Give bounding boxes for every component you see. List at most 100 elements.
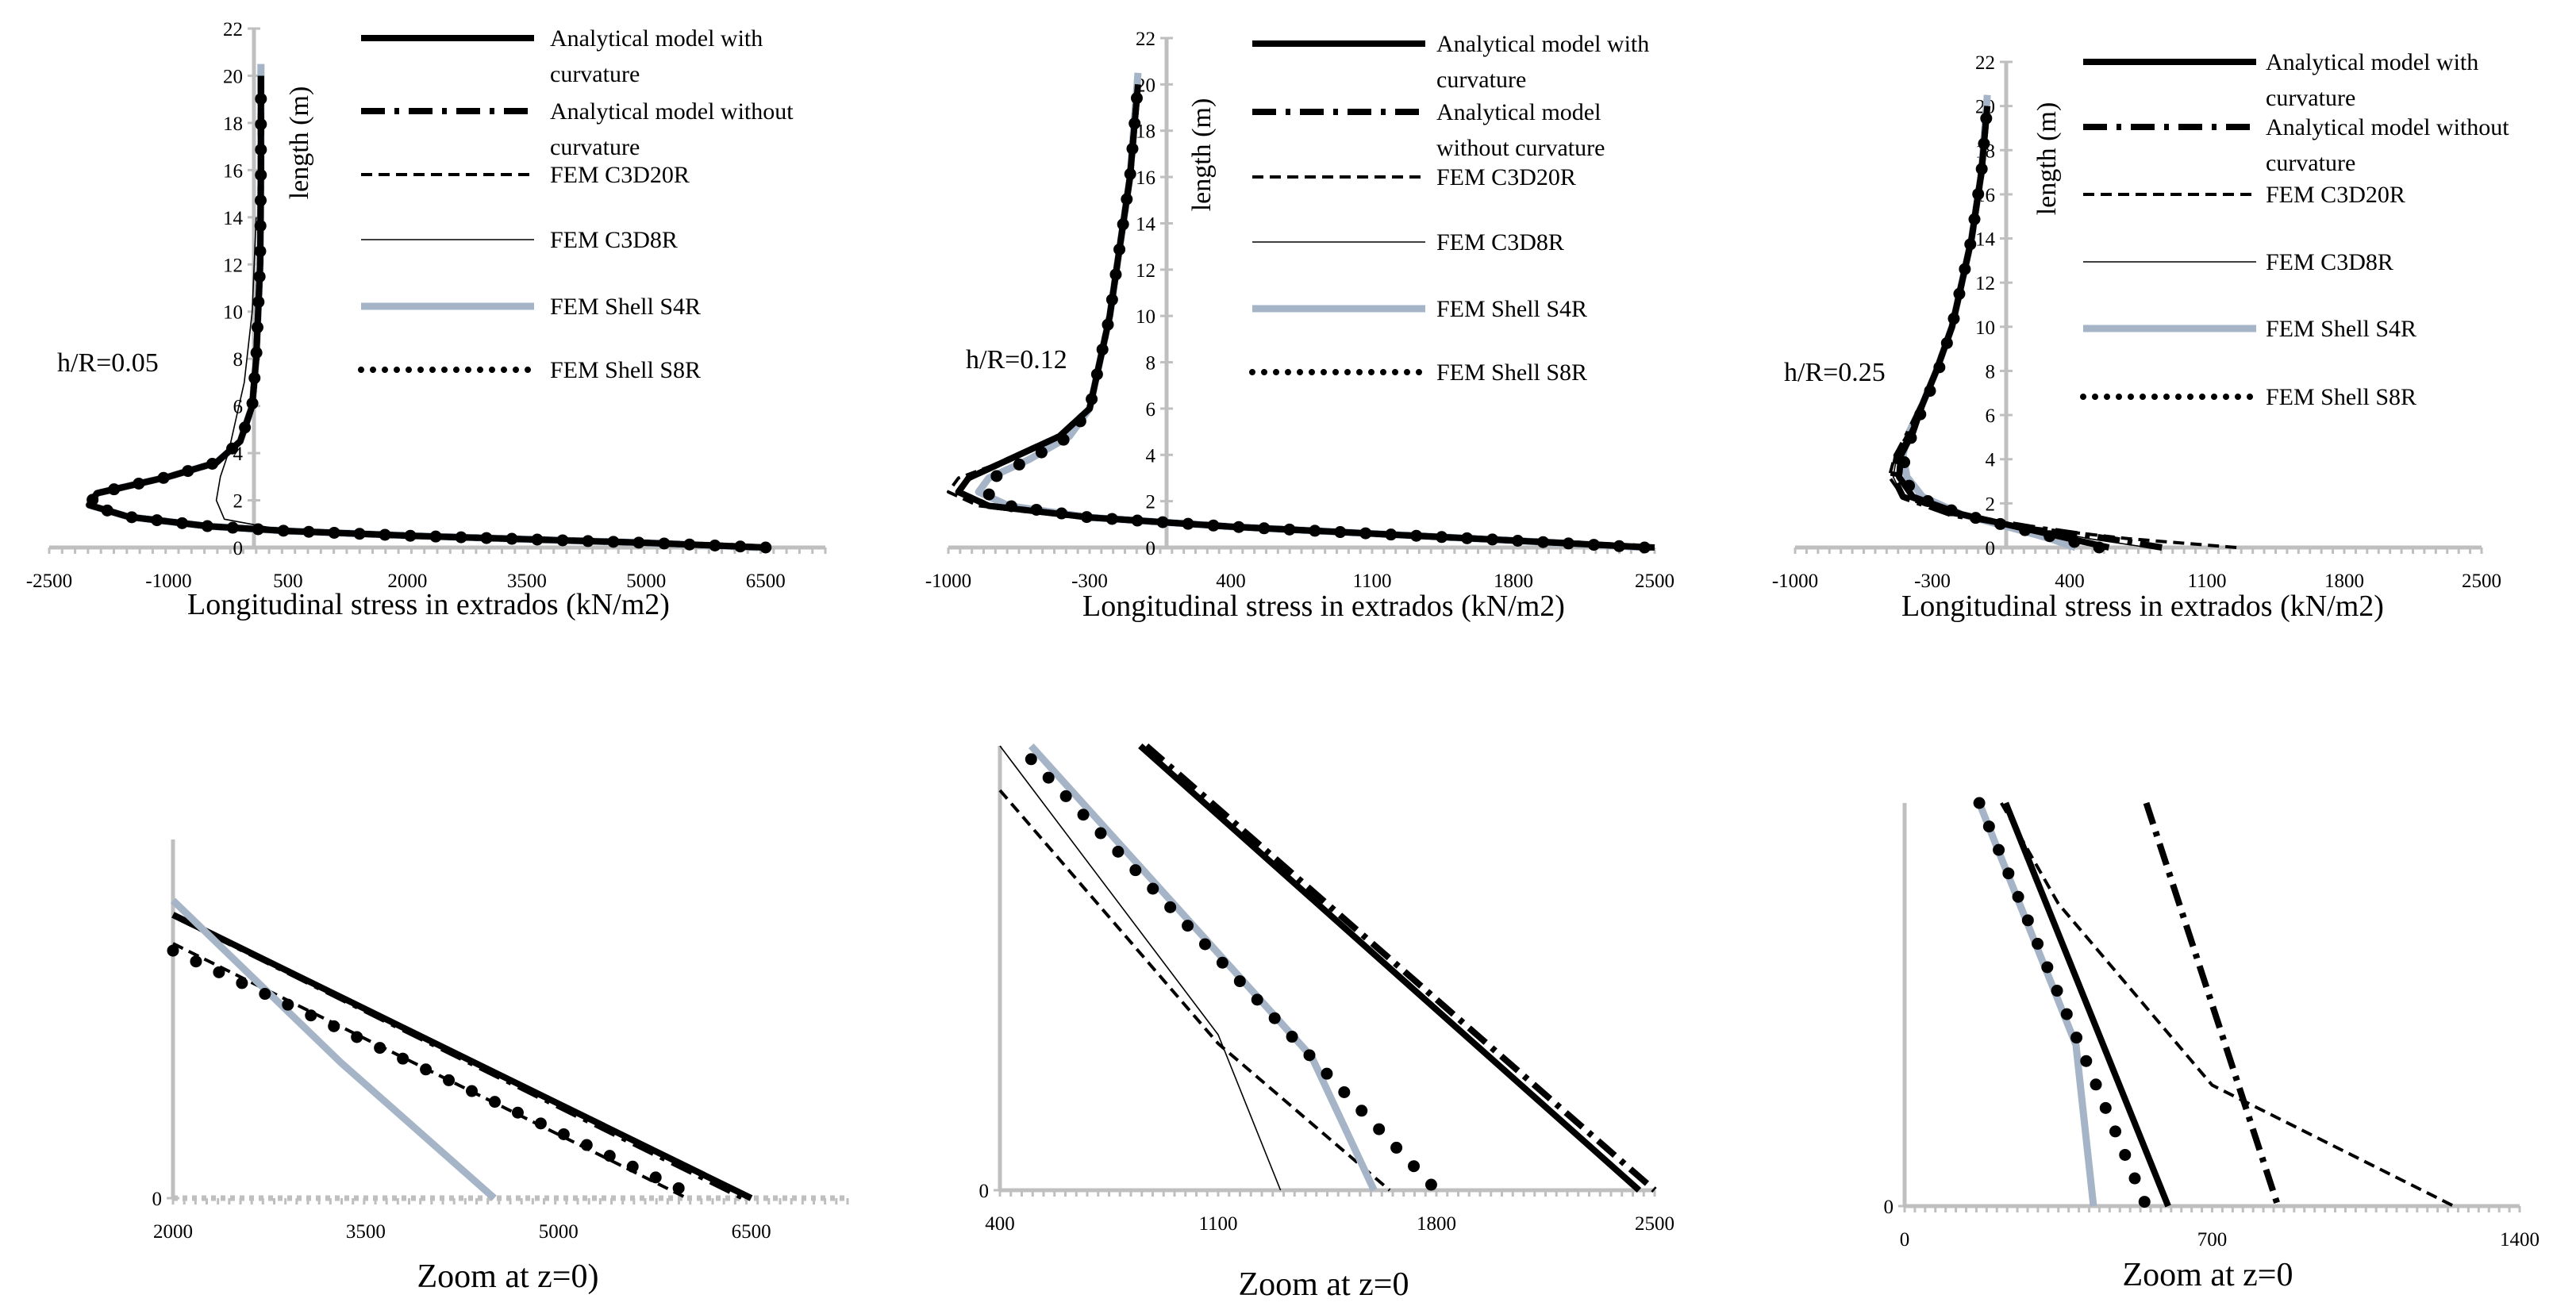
legend-label: FEM C3D8R bbox=[1436, 229, 1564, 256]
y-tick-label: 16 bbox=[223, 160, 243, 182]
x-tick-label: 6500 bbox=[746, 571, 786, 592]
legend-label: curvature bbox=[2266, 150, 2355, 176]
x-tick-label: -300 bbox=[1071, 571, 1108, 592]
y-tick-label: 16 bbox=[1136, 167, 1155, 189]
series-analytical-without bbox=[2143, 801, 2282, 1208]
y-tick-label: 14 bbox=[223, 208, 244, 229]
y-tick-label: 6 bbox=[233, 397, 244, 418]
legend: Analytical model with curvature Analytical… bbox=[2080, 49, 2509, 410]
chart-top2: -1000 -300 400 1100 1800 25000246810121416182… bbox=[925, 29, 1674, 623]
x-tick-label: -1000 bbox=[925, 571, 971, 592]
legend-label: Analytical model with bbox=[550, 25, 763, 52]
x-tick-label: -1000 bbox=[145, 571, 191, 592]
y-tick-label: 10 bbox=[1975, 317, 1995, 339]
y-axis-label: length (m) bbox=[2032, 102, 2062, 216]
h-over-r-annotation: h/R=0.12 bbox=[966, 345, 1067, 375]
legend-label: Analytical model without bbox=[550, 98, 794, 125]
legend-label: Analytical model with bbox=[2266, 49, 2478, 75]
y-tick-label: 10 bbox=[1136, 306, 1155, 328]
y-tick-label: 2 bbox=[233, 491, 244, 513]
legend-label: Analytical model with bbox=[1436, 31, 1649, 57]
legend: Analytical model with curvature Analytical… bbox=[1249, 31, 1649, 386]
y-tick-label: 6 bbox=[1146, 399, 1156, 421]
x-tick-label: 2000 bbox=[153, 1221, 193, 1243]
series-fem-shell-s4r bbox=[170, 897, 497, 1201]
y-tick-label: 0 bbox=[1986, 538, 1996, 559]
x-tick-label: 1400 bbox=[2500, 1229, 2539, 1251]
x-tick-label: 400 bbox=[2055, 571, 2085, 592]
y-tick-label: 0 bbox=[1884, 1197, 1894, 1218]
y-tick-label: 12 bbox=[223, 255, 243, 276]
x-tick-label: -1000 bbox=[1772, 571, 1818, 592]
x-tick-label: 400 bbox=[985, 1213, 1015, 1235]
legend-label: curvature bbox=[2266, 85, 2355, 111]
y-tick-label: 12 bbox=[1975, 273, 1995, 294]
x-tick-label: 1800 bbox=[2324, 571, 2364, 592]
legend-label: FEM Shell S4R bbox=[1436, 296, 1587, 322]
x-tick-label: 1100 bbox=[1198, 1213, 1237, 1235]
y-tick-label: 2 bbox=[1986, 494, 1996, 515]
y-axis-label: length (m) bbox=[1187, 98, 1217, 212]
legend-label: FEM C3D20R bbox=[550, 162, 690, 188]
series-analytical-with bbox=[1138, 743, 1642, 1193]
y-tick-label: 14 bbox=[1975, 229, 1996, 251]
y-axis-label: length (m) bbox=[285, 86, 314, 200]
legend-label: FEM Shell S4R bbox=[2266, 316, 2416, 342]
series-fem-c3d20r bbox=[998, 789, 1391, 1192]
series-fem-shell-s8r bbox=[83, 70, 772, 554]
x-axis-label: Zoom at z=0 bbox=[1239, 1266, 1409, 1303]
x-tick-label: 1800 bbox=[1417, 1213, 1456, 1235]
series-analytical-with bbox=[2002, 801, 2171, 1208]
series-fem-c3d20r bbox=[2000, 802, 2455, 1208]
h-over-r-annotation: h/R=0.25 bbox=[1784, 358, 1886, 387]
chart-zoom1: 2000 3500 5000 6500 0 Zoom at z=0) bbox=[152, 840, 849, 1295]
h-over-r-annotation: h/R=0.05 bbox=[57, 348, 159, 378]
x-axis-label: Zoom at z=0 bbox=[2123, 1257, 2293, 1293]
x-axis-label: Longitudinal stress in extrados (kN/m2) bbox=[187, 588, 670, 621]
chart-top3: -1000 -300 400 1100 1800 25000246810121416182… bbox=[1772, 49, 2509, 623]
legend-label: FEM C3D20R bbox=[1436, 164, 1576, 190]
x-tick-label: 6500 bbox=[732, 1221, 771, 1243]
legend-label: FEM Shell S4R bbox=[550, 294, 701, 320]
y-tick-label: 0 bbox=[233, 538, 244, 559]
y-tick-label: 0 bbox=[979, 1181, 990, 1202]
series-fem-c3d8r bbox=[999, 745, 1282, 1191]
y-tick-label: 14 bbox=[1136, 213, 1156, 235]
x-tick-label: 2000 bbox=[387, 571, 427, 592]
chart-zoom3: 0 700 1400 0 Zoom at z=0 bbox=[1884, 797, 2539, 1293]
x-tick-label: 1100 bbox=[1352, 571, 1391, 592]
y-tick-label: 2 bbox=[1146, 492, 1156, 513]
y-tick-label: 0 bbox=[1146, 538, 1156, 559]
legend-label: FEM Shell S8R bbox=[2266, 384, 2416, 410]
y-tick-label: 10 bbox=[223, 302, 243, 324]
x-tick-label: 400 bbox=[1216, 571, 1246, 592]
y-tick-label: 12 bbox=[1136, 260, 1155, 282]
chart-zoom2: 400 1100 1800 2500 0 Zoom at z=0 bbox=[979, 743, 1674, 1303]
legend-label: FEM C3D20R bbox=[2266, 182, 2405, 208]
x-tick-label: 3500 bbox=[507, 571, 547, 592]
x-tick-label: 1100 bbox=[2187, 571, 2226, 592]
x-tick-label: 5000 bbox=[626, 571, 666, 592]
x-axis-label: Longitudinal stress in extrados (kN/m2) bbox=[1901, 590, 2384, 623]
x-tick-label: -300 bbox=[1914, 571, 1951, 592]
legend-label: FEM Shell S8R bbox=[550, 357, 701, 383]
y-tick-label: 22 bbox=[1136, 29, 1155, 50]
series-analytical-without bbox=[171, 912, 747, 1201]
series-fem-shell-s8r bbox=[167, 944, 706, 1204]
legend-label: FEM Shell S8R bbox=[1436, 359, 1587, 386]
x-tick-label: 1800 bbox=[1494, 571, 1533, 592]
legend-label: curvature bbox=[550, 61, 640, 87]
series-fem-shell-s8r bbox=[1897, 100, 2105, 554]
legend-label: Analytical model bbox=[1436, 99, 1601, 125]
y-tick-label: 8 bbox=[233, 349, 244, 371]
legend-label: Analytical model without bbox=[2266, 114, 2509, 140]
x-tick-label: 5000 bbox=[539, 1221, 579, 1243]
y-tick-label: 8 bbox=[1146, 353, 1156, 375]
y-tick-label: 8 bbox=[1986, 361, 1996, 382]
series-analytical-without bbox=[1144, 743, 1657, 1193]
series-fem-shell-s4r bbox=[1975, 801, 2097, 1207]
series-fem-shell-s8r bbox=[1973, 797, 2152, 1212]
legend: Analytical model with curvature Analytical… bbox=[358, 25, 794, 383]
x-tick-label: 2500 bbox=[1635, 571, 1674, 592]
